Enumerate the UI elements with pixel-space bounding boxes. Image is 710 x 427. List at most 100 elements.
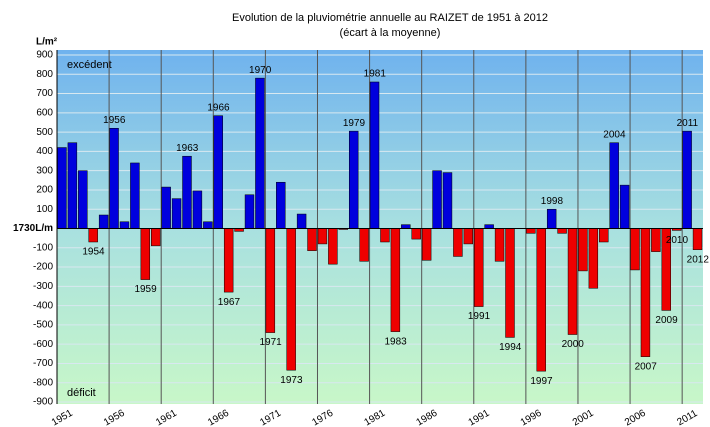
bar [390,228,401,332]
x-tick-label: 1951 [50,408,75,427]
y-tick-label: 100 [36,204,53,215]
bar-label: 2011 [677,118,699,129]
bar [307,228,317,251]
bar [369,81,380,229]
bar-label: 1954 [82,247,105,258]
bar-label: 1979 [343,118,366,129]
x-tick-label: 1986 [415,408,440,427]
bar [557,228,567,234]
bar [140,228,151,280]
bar-label: 2004 [603,129,626,140]
bar [67,142,78,229]
bar [630,228,640,271]
bar-label: 1967 [218,297,241,308]
bar [98,214,109,229]
x-tick-label: 1956 [102,408,127,427]
y-tick-label: 900 [36,50,53,61]
y-tick-label: -300 [33,281,53,292]
bar [588,228,599,289]
x-tick-label: 1991 [467,408,492,427]
bar [78,170,88,229]
y-tick-label: 600 [36,107,53,118]
bar [682,130,692,229]
bar [442,172,453,229]
y-axis-label: L/m² [36,37,58,48]
y-tick-label: -600 [33,339,53,350]
annotation: excédent [67,59,112,71]
bar [536,228,546,372]
y-tick-label: -200 [33,262,53,273]
bar [401,224,411,229]
bar [151,228,161,247]
bar [546,208,557,229]
bar [421,228,432,261]
bar [474,228,484,307]
bar-label: 2007 [635,361,658,372]
bar [411,228,421,240]
bar [255,77,265,229]
bar [265,228,276,333]
bar-label: 1973 [280,375,303,386]
bar-label: 1963 [176,143,199,154]
bar-label: 1966 [207,102,230,113]
bar [328,228,338,265]
bar [213,115,223,229]
bar-label: 2010 [666,235,689,246]
bar [484,224,494,229]
x-tick-label: 1996 [519,408,544,427]
y-tick-label: -900 [33,397,53,408]
y-tick-label: -500 [33,320,53,331]
bar [88,228,98,243]
bar [578,228,588,272]
bar [453,228,463,257]
x-tick-label: 1971 [258,408,283,427]
bar [494,228,505,262]
bar [203,221,213,229]
y-tick-label: 500 [36,127,53,138]
bar [192,190,203,229]
bar [161,186,171,229]
chart-title: Evolution de la pluviométrie annuelle au… [232,12,548,24]
bar-label: 1970 [249,65,272,76]
bar-label: 2009 [655,315,678,326]
bar [130,162,140,229]
bar [432,170,442,229]
bar [296,213,307,229]
bar [348,130,359,229]
bar [380,228,390,243]
bar [286,228,296,371]
bar [359,228,369,262]
bar-label: 1994 [499,342,522,353]
bar [609,142,619,229]
y-tick-label: -100 [33,242,53,253]
y-tick-label: 400 [36,146,53,157]
y-tick-label: 800 [36,69,53,80]
y-tick-label: 1730L/m [13,223,53,234]
bar [692,228,703,250]
bar [244,194,255,229]
x-tick-label: 1961 [154,408,179,427]
y-tick-label: 200 [36,185,53,196]
x-tick-label: 2006 [623,408,648,427]
bar-label: 1983 [385,336,408,347]
bar [57,147,67,229]
bar [567,228,578,335]
bar [619,184,630,229]
bar [109,128,119,229]
bar-label: 2000 [562,339,585,350]
bar [463,228,474,245]
x-tick-label: 1966 [206,408,231,427]
x-tick-label: 2011 [675,408,700,427]
y-tick-label: 700 [36,88,53,99]
bar-label: 1956 [103,115,126,126]
bar [505,228,515,338]
chart-subtitle: (écart à la moyenne) [340,27,441,39]
y-tick-label: -700 [33,358,53,369]
bar [119,221,130,229]
bar-label: 1971 [259,337,282,348]
bar-label: 1959 [134,284,157,295]
annotation: déficit [67,387,96,399]
bar [599,228,609,243]
bar-label: 2012 [687,254,710,265]
